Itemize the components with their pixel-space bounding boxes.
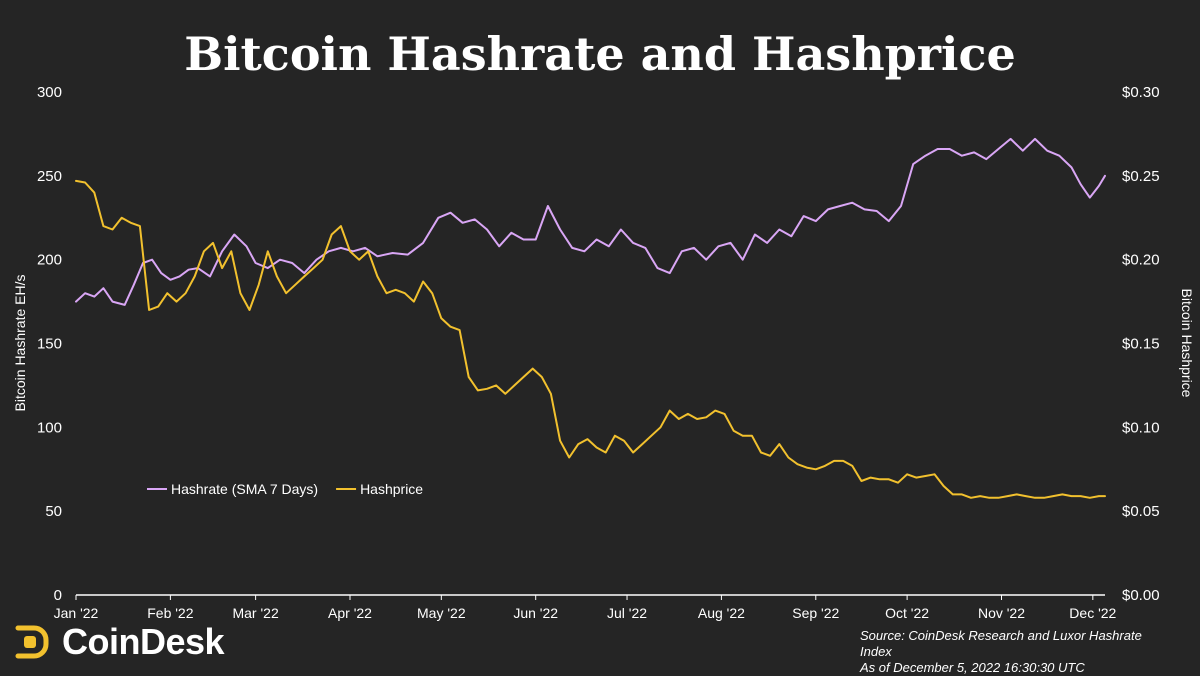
x-tick-label: Jun '22 (513, 605, 558, 621)
x-tick-label: Jan '22 (54, 605, 99, 621)
coindesk-logo-icon (15, 625, 49, 659)
source-note: Source: CoinDesk Research and Luxor Hash… (860, 628, 1176, 676)
timestamp-text: As of December 5, 2022 16:30:30 UTC (860, 660, 1085, 675)
x-tick-label: Jul '22 (607, 605, 647, 621)
legend-label: Hashrate (SMA 7 Days) (171, 481, 318, 497)
x-tick-label: Feb '22 (147, 605, 193, 621)
y-right-tick-label: $0.15 (1122, 336, 1160, 353)
legend-label: Hashprice (360, 481, 423, 497)
x-tick-label: Apr '22 (328, 605, 372, 621)
x-tick-label: Mar '22 (232, 605, 278, 621)
brand-name: CoinDesk (62, 621, 225, 662)
series-line-hashprice (75, 179, 1106, 499)
y-left-tick-label: 150 (37, 336, 62, 353)
x-tick-label: Nov '22 (978, 605, 1025, 621)
y-right-tick-label: $0.05 (1122, 503, 1160, 520)
brand: CoinDesk (12, 621, 225, 662)
series-layer (75, 137, 1106, 499)
y-right-tick-label: $0.30 (1122, 84, 1160, 101)
y-right-tick-label: $0.20 (1122, 252, 1160, 269)
x-tick-label: May '22 (417, 605, 466, 621)
x-tick-label: Aug '22 (698, 605, 745, 621)
y-left-tick-label: 0 (54, 587, 62, 604)
x-tick-label: Sep '22 (792, 605, 839, 621)
source-text: Source: CoinDesk Research and Luxor Hash… (860, 628, 1142, 659)
y-left-axis-label: Bitcoin Hashrate EH/s (12, 275, 28, 412)
y-left-tick-label: 200 (37, 252, 62, 269)
chart-title: Bitcoin Hashrate and Hashprice (184, 27, 1016, 81)
y-right-tick-label: $0.25 (1122, 168, 1160, 185)
y-left-tick-label: 250 (37, 168, 62, 185)
y-left-tick-label: 300 (37, 84, 62, 101)
series-line-hashrate (75, 137, 1106, 306)
legend: Hashrate (SMA 7 Days) Hashprice (147, 481, 423, 497)
axes: 0 50 100 150 200 250 300 $0.00 $0.05 $0.10 $0.15 $0… (12, 84, 1195, 621)
y-right-tick-label: $0.00 (1122, 587, 1160, 604)
y-right-tick-label: $0.10 (1122, 419, 1160, 436)
x-tick-label: Dec '22 (1069, 605, 1116, 621)
y-left-tick-label: 100 (37, 419, 62, 436)
y-left-tick-label: 50 (45, 503, 62, 520)
x-tick-label: Oct '22 (885, 605, 929, 621)
y-right-axis-label: Bitcoin Hashprice (1179, 289, 1195, 398)
